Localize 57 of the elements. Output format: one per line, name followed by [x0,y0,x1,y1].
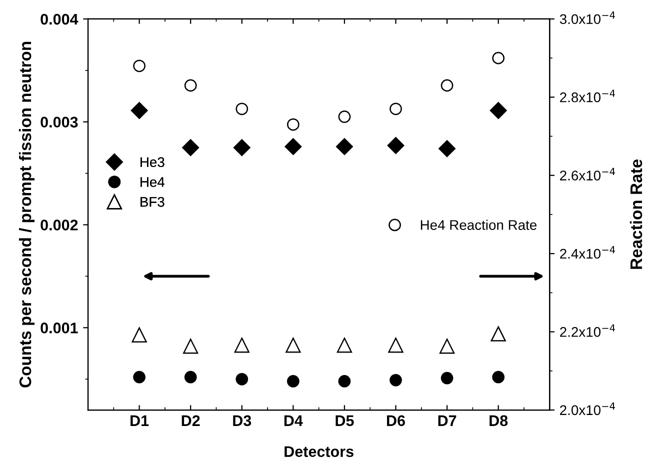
y2-axis-title: Reaction Rate [630,159,642,269]
point [236,372,248,386]
point [388,338,404,353]
point [440,79,454,92]
point [130,102,148,120]
point [183,338,198,354]
point [233,139,250,156]
point [439,338,455,354]
legend-label: He4 Reaction Rate [420,220,537,230]
point [287,375,300,388]
point [287,118,300,131]
point [184,79,197,92]
point [490,102,507,120]
point [438,140,456,158]
y2-tick-label: 2.6x10$^{−4}$ [560,168,615,180]
x-tick-label: D3 [233,415,252,426]
point [286,338,301,353]
y2-tick-label: 3.0x10$^{−4}$ [560,11,615,24]
x-tick-label: D8 [490,415,508,426]
x-tick-label: D7 [438,415,456,426]
point [387,137,404,154]
point [492,370,505,384]
legend-label: He4 [140,177,164,187]
point [284,138,302,156]
point [182,139,200,156]
point [390,374,402,386]
y2-tick-label: 2.4x10$^{−4}$ [560,246,615,259]
point [336,338,352,353]
point [132,327,147,342]
x-axis-title: Detectors [284,446,354,457]
point [133,370,146,384]
point [338,110,351,123]
y2-tick-label: 2.0x10$^{−4}$ [560,402,615,416]
y-tick-label: 0.004 [40,14,78,25]
point [336,138,353,156]
point [390,102,402,116]
point [490,326,506,342]
y-tick-label: 0.002 [40,220,78,230]
point [440,372,454,384]
point [236,102,248,116]
legend-label: BF3 [140,196,164,207]
point [338,375,351,388]
x-tick-label: D2 [182,415,200,426]
y2-tick-label: 2.2x10$^{−4}$ [560,324,615,337]
x-tick-label: D1 [130,415,149,426]
point [492,52,505,64]
y2-tick-label: 2.8x10$^{−4}$ [560,90,615,102]
point [234,338,250,353]
y-tick-label: 0.003 [40,116,78,128]
point [184,370,197,384]
x-tick-label: D4 [284,415,303,426]
x-tick-label: D5 [336,415,354,426]
point [133,60,146,72]
x-tick-label: D6 [387,415,405,426]
y-tick-label: 0.001 [40,322,78,334]
y-axis-title: Counts per second / prompt fission neutron [18,42,35,388]
legend-label: He3 [140,157,164,168]
